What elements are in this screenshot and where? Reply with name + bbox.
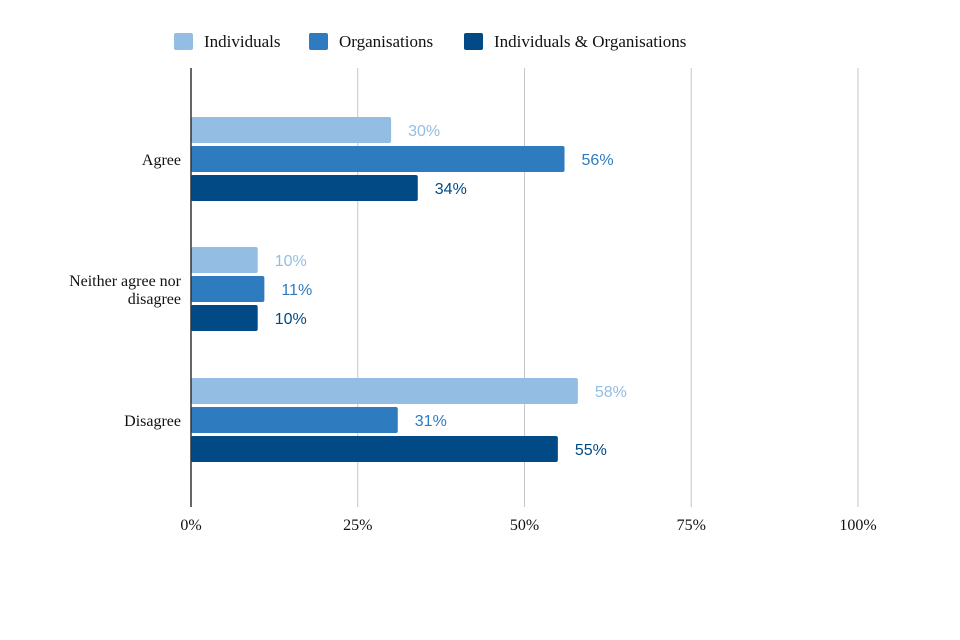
bar-0-0 [191,117,392,143]
data-label-2-1: 31% [415,413,447,430]
legend: Individuals Organisations Individuals & Or… [174,32,686,51]
legend-label-1: Organisations [339,32,433,51]
x-tick-label-1: 25% [343,517,372,534]
data-label-1-1: 11% [281,282,312,299]
data-label-0-2: 34% [435,181,467,198]
x-tick-label-2: 50% [510,517,539,534]
bars [191,117,578,462]
bar-2-0 [191,378,578,404]
bar-2-2 [191,436,558,462]
legend-label-0: Individuals [204,32,281,51]
legend-swatch-1 [309,33,328,50]
x-tick-label-4: 100% [839,517,876,534]
bar-2-1 [191,407,398,433]
category-labels: Agree Neither agree nor disagree Disagree [69,152,182,430]
category-label-0: Agree [142,152,181,169]
legend-swatch-2 [464,33,483,50]
bar-0-2 [191,175,418,201]
gridlines [357,68,859,507]
data-label-0-1: 56% [582,152,614,169]
legend-label-2: Individuals & Organisations [494,32,686,51]
data-label-2-2: 55% [575,442,607,459]
bar-1-2 [191,305,258,331]
category-label-1: Neither agree nor disagree [69,273,182,308]
data-label-0-0: 30% [408,123,440,140]
x-tick-label-3: 75% [677,517,706,534]
bar-1-0 [191,247,258,273]
x-tick-labels: 0% 25% 50% 75% 100% [180,517,876,534]
data-label-2-0: 58% [595,384,627,401]
legend-swatch-0 [174,33,193,50]
bar-1-1 [191,276,265,302]
data-label-1-0: 10% [275,253,307,270]
data-labels: 30% 56% 34% 10% 11% 10% 58% 31% 55% [275,123,627,459]
x-tick-label-0: 0% [180,517,201,534]
data-label-1-2: 10% [275,311,307,328]
bar-0-1 [191,146,565,172]
category-label-2: Disagree [124,413,181,430]
